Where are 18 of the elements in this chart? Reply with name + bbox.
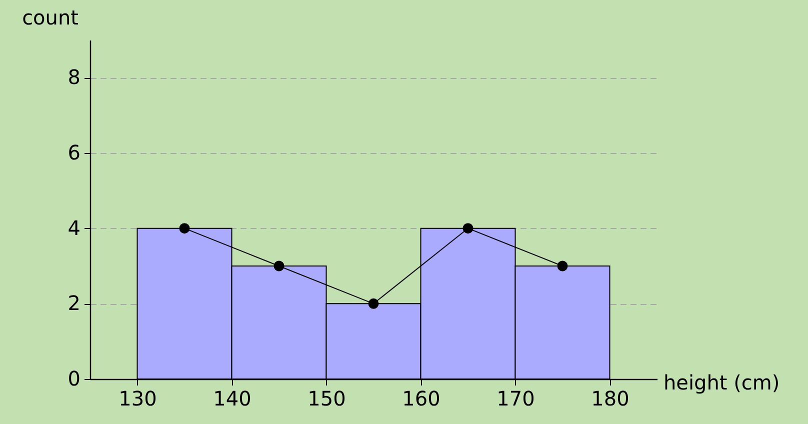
y-tick-label: 2	[68, 291, 80, 316]
point	[179, 223, 190, 234]
x-tick-label: 170	[496, 386, 535, 410]
y-tick-label: 6	[68, 140, 80, 164]
y-tick-label: 8	[68, 65, 80, 90]
y-tick-label: 0	[68, 366, 80, 390]
point	[274, 260, 284, 272]
x-tick-label: 150	[308, 386, 346, 410]
point	[557, 260, 568, 272]
y-axis-title: count	[22, 6, 79, 30]
x-tick-label: 160	[402, 386, 440, 410]
x-axis-title: height (cm)	[664, 370, 780, 394]
x-tick-label: 140	[213, 386, 252, 410]
x-tick-label: 130	[118, 386, 157, 410]
x-tick-label: 180	[591, 386, 630, 410]
point	[368, 298, 379, 309]
point	[462, 223, 474, 234]
y-tick-label: 4	[68, 216, 80, 240]
